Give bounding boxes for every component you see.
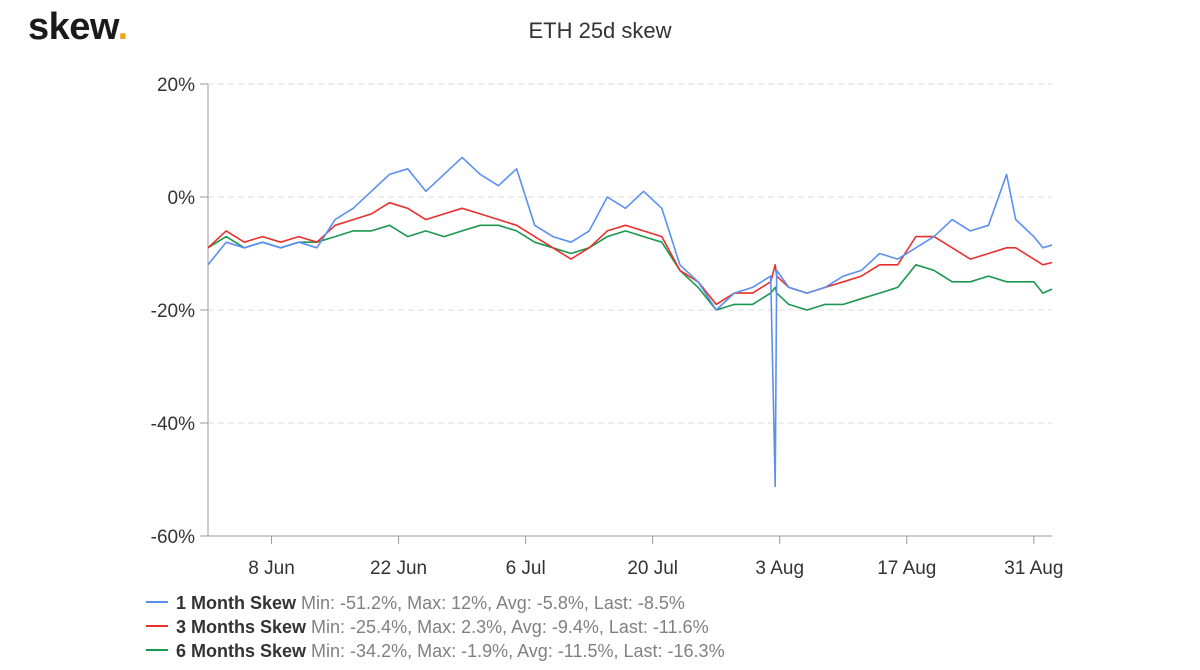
legend-item-3m[interactable]: 3 Months Skew Min: -25.4%, Max: 2.3%, Av…: [146, 615, 725, 639]
legend: 1 Month Skew Min: -51.2%, Max: 12%, Avg:…: [146, 591, 725, 663]
x-tick-label: 6 Jul: [506, 558, 546, 579]
legend-item-6m[interactable]: 6 Months Skew Min: -34.2%, Max: -1.9%, A…: [146, 639, 725, 663]
y-tick-label: -40%: [151, 414, 195, 435]
x-tick-label: 17 Aug: [877, 558, 936, 579]
legend-name-3m: 3 Months Skew: [176, 617, 307, 637]
series-line-1: [207, 201, 1053, 306]
series-line-0: [207, 156, 1053, 488]
legend-stats-3m: Min: -25.4%, Max: 2.3%, Avg: -9.4%, Last…: [311, 617, 709, 637]
y-tick-label: -60%: [151, 527, 195, 548]
skew-logo: skew.: [28, 6, 128, 49]
y-tick-label: 0%: [168, 188, 196, 209]
line-chart: 20% 0% -20% -40% -60% 8 Jun 22 Jun 6 Jul 20 Jul 3…: [151, 75, 1064, 579]
legend-stats-1m: Min: -51.2%, Max: 12%, Avg: -5.8%, Last:…: [301, 593, 685, 613]
legend-swatch-1m: [146, 601, 168, 604]
x-tick-label: 3 Aug: [755, 558, 804, 579]
legend-name-1m: 1 Month Skew: [176, 593, 297, 613]
series-line-2: [207, 224, 1053, 311]
legend-swatch-6m: [146, 649, 168, 652]
chart-title: ETH 25d skew: [528, 18, 672, 43]
logo-text: skew: [28, 6, 118, 48]
legend-stats-6m: Min: -34.2%, Max: -1.9%, Avg: -11.5%, La…: [311, 641, 725, 661]
legend-swatch-3m: [146, 625, 168, 628]
x-tick-label: 8 Jun: [248, 558, 294, 579]
y-tick-label: 20%: [157, 75, 195, 96]
x-tick-label: 22 Jun: [370, 558, 427, 579]
x-tick-label: 20 Jul: [627, 558, 678, 579]
logo-dot: .: [117, 6, 129, 48]
legend-item-1m[interactable]: 1 Month Skew Min: -51.2%, Max: 12%, Avg:…: [146, 591, 725, 615]
x-tick-label: 31 Aug: [1004, 558, 1063, 579]
legend-name-6m: 6 Months Skew: [176, 641, 307, 661]
y-tick-label: -20%: [151, 301, 195, 322]
